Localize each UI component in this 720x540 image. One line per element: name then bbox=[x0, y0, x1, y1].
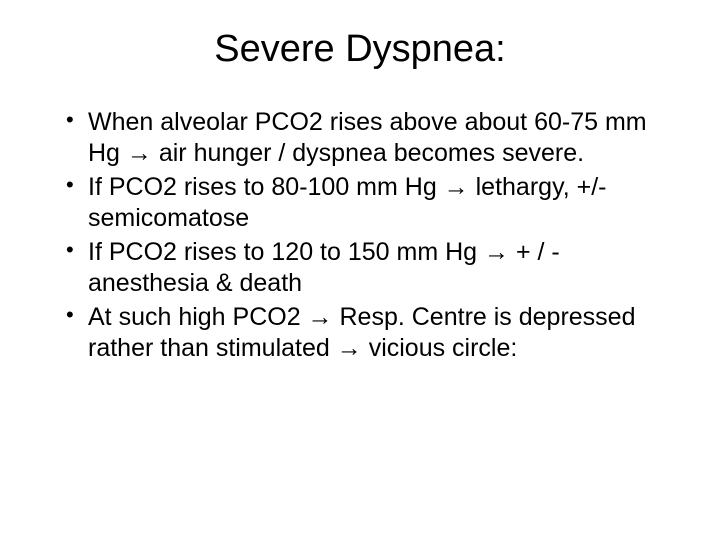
list-item: When alveolar PCO2 rises above about 60-… bbox=[66, 107, 680, 168]
list-item: At such high PCO2 → Resp. Centre is depr… bbox=[66, 302, 680, 363]
slide-title: Severe Dyspnea: bbox=[40, 28, 680, 71]
slide: Severe Dyspnea: When alveolar PCO2 rises… bbox=[0, 0, 720, 540]
list-item: If PCO2 rises to 120 to 150 mm Hg → + / … bbox=[66, 237, 680, 298]
list-item: If PCO2 rises to 80-100 mm Hg → lethargy… bbox=[66, 172, 680, 233]
bullet-list: When alveolar PCO2 rises above about 60-… bbox=[40, 107, 680, 363]
